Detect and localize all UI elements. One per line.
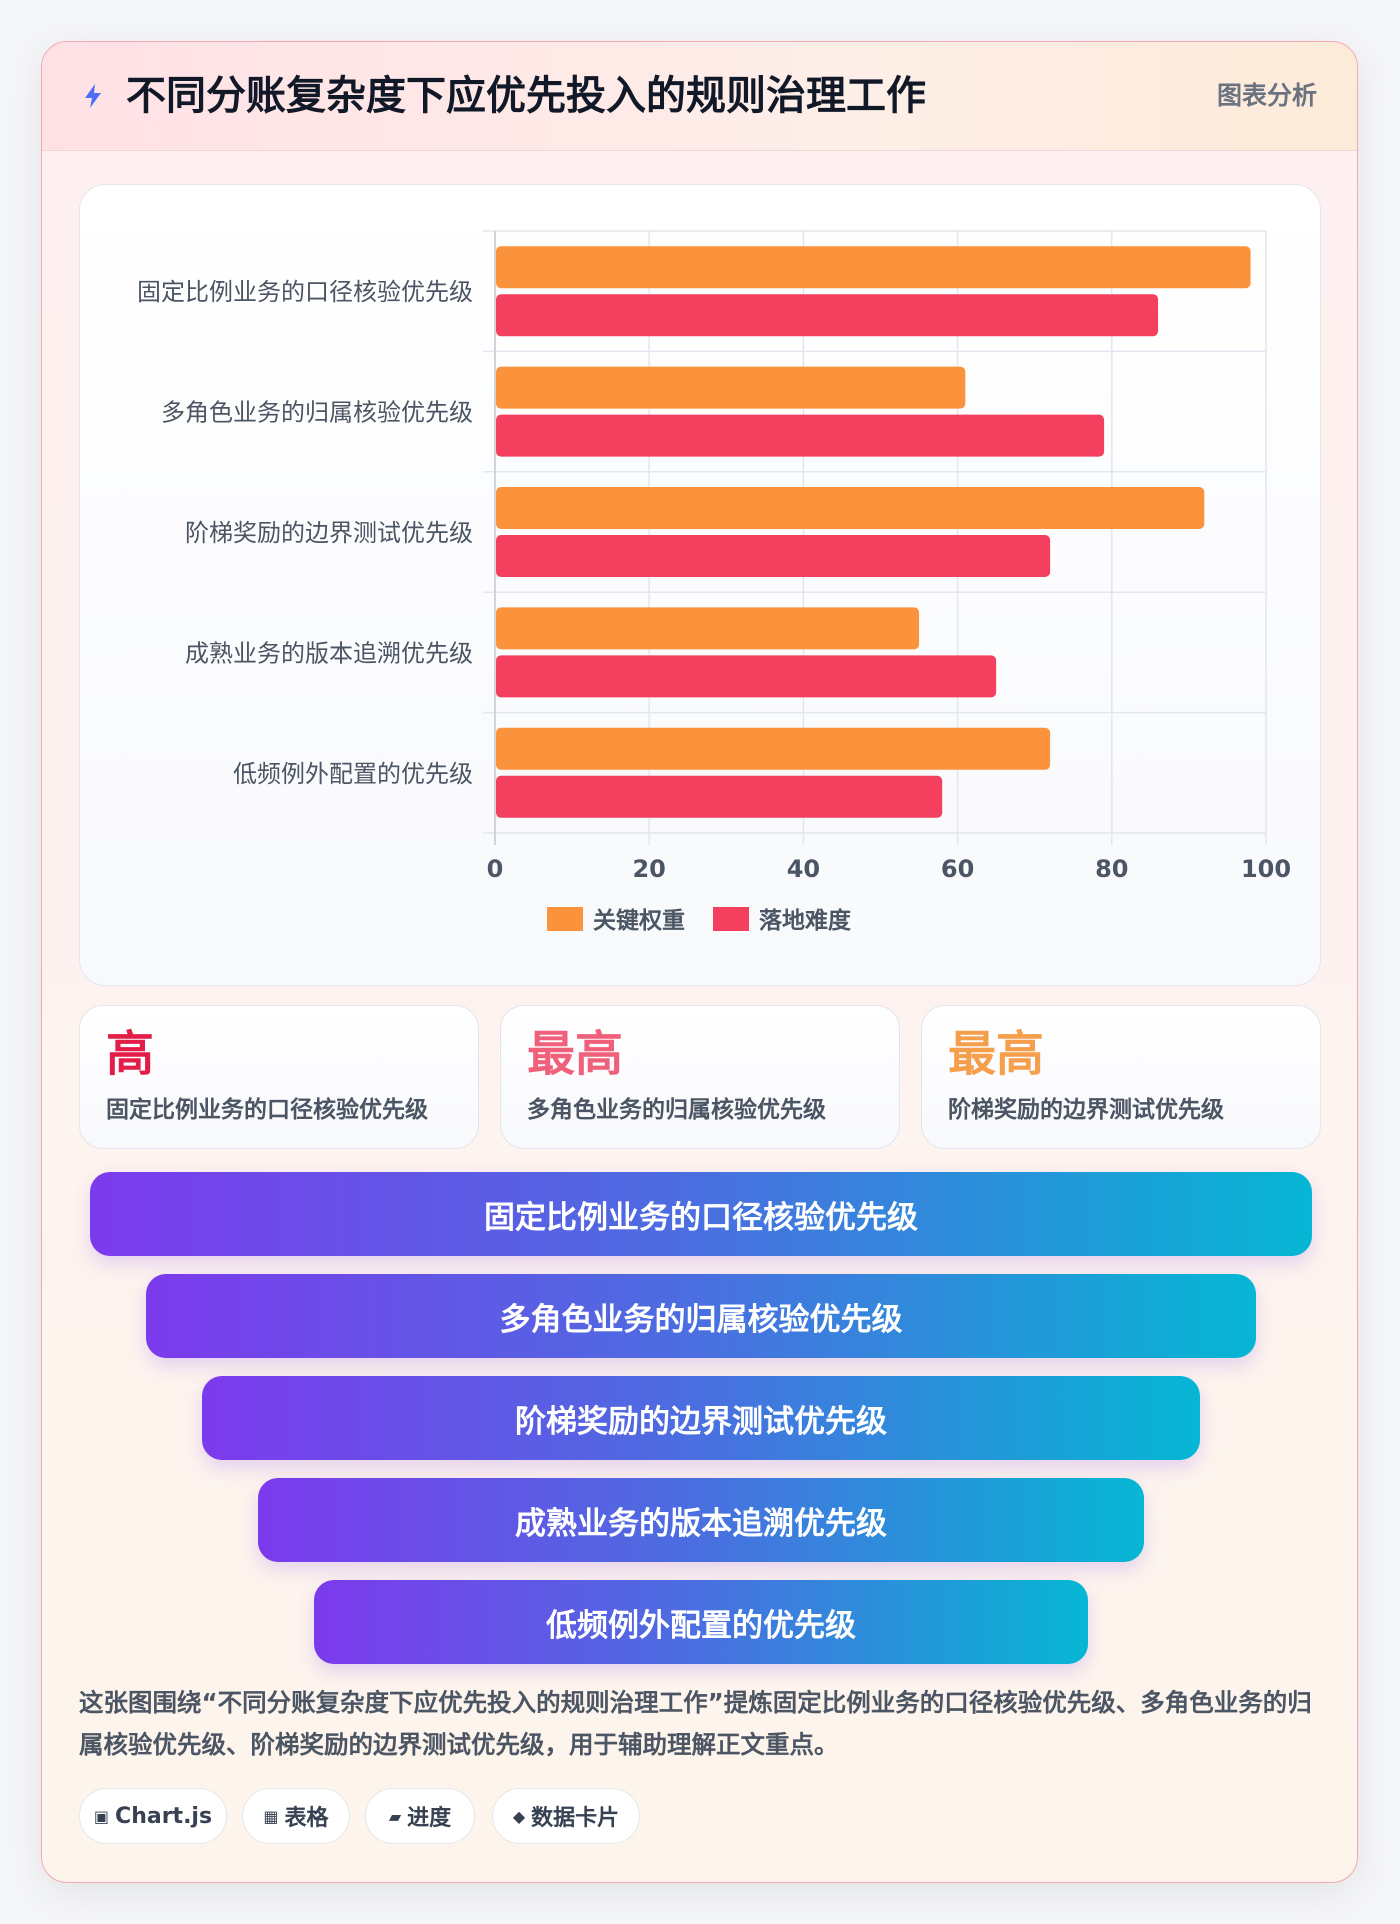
- chip-progress[interactable]: ▰ 进度: [365, 1788, 475, 1844]
- chart-card: 不同分账复杂度下应优先投入的规则治理工作 图表分析 0 20 40 60 80 100 固定…: [41, 41, 1358, 1883]
- chart-icon: ▣: [93, 1806, 110, 1826]
- bar-key-weight: [496, 487, 1205, 529]
- card-header: 不同分账复杂度下应优先投入的规则治理工作 图表分析: [42, 42, 1357, 151]
- x-tick-label: 100: [1241, 855, 1291, 883]
- legend-label: 落地难度: [759, 907, 852, 934]
- funnel-bar-3: 阶梯奖励的边界测试优先级: [202, 1376, 1200, 1460]
- progress-icon: ▰: [388, 1806, 402, 1826]
- stat-label-3: 阶梯奖励的边界测试优先级: [948, 1097, 1224, 1123]
- x-tick-label: 40: [787, 855, 820, 883]
- bar-difficulty: [496, 294, 1159, 337]
- x-tick-label: 60: [941, 855, 974, 883]
- chip-label: 表格: [284, 1806, 329, 1831]
- page-title: 不同分账复杂度下应优先投入的规则治理工作: [126, 73, 926, 119]
- stat-card-2: 最高 多角色业务的归属核验优先级: [500, 1005, 900, 1149]
- y-category-label: 成熟业务的版本追溯优先级: [185, 639, 473, 667]
- bar-difficulty: [496, 535, 1051, 577]
- chart-panel: 0 20 40 60 80 100 固定比例业务的口径核验优先级多角色业务的归属核验优先级阶…: [79, 184, 1321, 986]
- chip-chartjs[interactable]: ▣ Chart.js: [79, 1788, 227, 1844]
- funnel-bar-4: 成熟业务的版本追溯优先级: [258, 1478, 1144, 1562]
- stat-card-1: 高 固定比例业务的口径核验优先级: [79, 1005, 479, 1149]
- bar-key-weight: [496, 246, 1251, 289]
- lightning-icon: [85, 84, 101, 108]
- stat-value-2: 最高: [527, 1026, 624, 1082]
- y-category-label: 阶梯奖励的边界测试优先级: [185, 519, 473, 547]
- funnel-bar-1: 固定比例业务的口径核验优先级: [90, 1172, 1312, 1256]
- x-tick-label: 80: [1095, 855, 1128, 883]
- legend-swatch: [547, 907, 583, 931]
- bar-difficulty: [496, 655, 997, 698]
- bar-chart: 0 20 40 60 80 100 固定比例业务的口径核验优先级多角色业务的归属核验优先级阶…: [137, 230, 1291, 934]
- y-category-label: 低频例外配置的优先级: [233, 760, 473, 788]
- chip-label: 进度: [407, 1806, 452, 1831]
- stat-card-3: 最高 阶梯奖励的边界测试优先级: [921, 1005, 1321, 1149]
- chip-table[interactable]: ▦ 表格: [242, 1788, 350, 1844]
- bar-key-weight: [496, 366, 966, 409]
- chart-description: 这张图围绕“不同分账复杂度下应优先投入的规则治理工作”提炼固定比例业务的口径核验…: [79, 1688, 1312, 1759]
- chip-label: 数据卡片: [531, 1806, 620, 1831]
- y-category-label: 多角色业务的归属核验优先级: [161, 399, 473, 427]
- chip-label: Chart.js: [115, 1803, 213, 1829]
- bar-difficulty: [496, 414, 1105, 457]
- stat-value-1: 高: [106, 1026, 155, 1082]
- chip-data-card[interactable]: ◆ 数据卡片: [492, 1788, 640, 1844]
- x-tick-label: 20: [632, 855, 665, 883]
- legend-swatch: [713, 907, 749, 931]
- funnel-bar-2: 多角色业务的归属核验优先级: [146, 1274, 1256, 1358]
- bar-key-weight: [496, 727, 1051, 770]
- legend-label: 关键权重: [593, 907, 685, 934]
- x-tick-label: 0: [487, 855, 504, 883]
- funnel-bar-5: 低频例外配置的优先级: [314, 1580, 1088, 1664]
- bar-key-weight: [496, 607, 920, 650]
- diamond-icon: ◆: [512, 1806, 526, 1826]
- stat-label-1: 固定比例业务的口径核验优先级: [106, 1097, 428, 1123]
- stat-value-3: 最高: [948, 1026, 1045, 1082]
- stat-label-2: 多角色业务的归属核验优先级: [527, 1097, 826, 1123]
- bar-difficulty: [496, 775, 943, 818]
- chart-analysis-badge: 图表分析: [1216, 81, 1317, 110]
- table-icon: ▦: [263, 1806, 279, 1826]
- y-category-label: 固定比例业务的口径核验优先级: [137, 278, 473, 306]
